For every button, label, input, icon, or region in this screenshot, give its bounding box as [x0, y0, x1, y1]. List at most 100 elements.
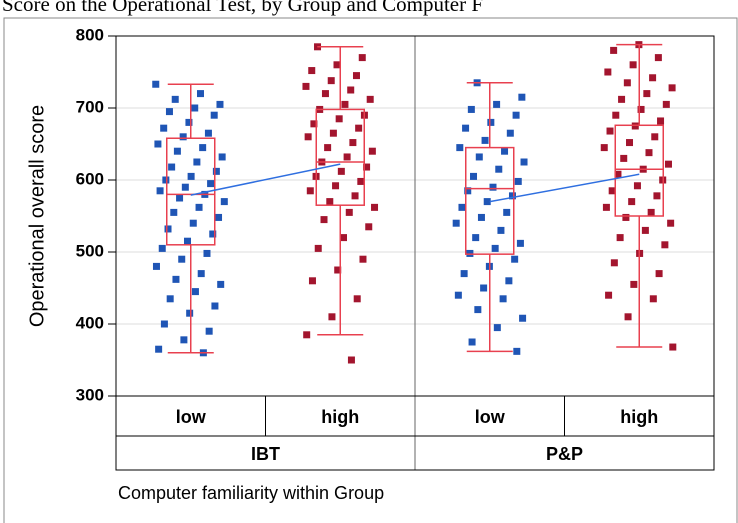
point	[513, 347, 521, 355]
point	[458, 203, 466, 211]
point	[618, 95, 626, 103]
y-tick-label: 700	[76, 97, 104, 116]
point	[503, 208, 511, 216]
point	[212, 167, 220, 175]
point	[620, 154, 628, 162]
point	[204, 129, 212, 137]
point	[371, 203, 379, 211]
point	[508, 192, 516, 200]
point	[616, 234, 624, 242]
point	[196, 90, 204, 98]
point	[633, 182, 641, 190]
point	[480, 284, 488, 292]
point	[653, 192, 661, 200]
point	[641, 226, 649, 234]
y-tick-label: 400	[76, 313, 104, 332]
point	[622, 213, 630, 221]
point	[164, 225, 172, 233]
point	[505, 277, 513, 285]
mean-line	[489, 173, 640, 203]
point	[178, 255, 186, 263]
point	[474, 306, 482, 314]
point	[606, 127, 614, 135]
x-tick-label: low	[475, 407, 506, 427]
point	[326, 198, 334, 206]
point	[628, 198, 636, 206]
point	[489, 183, 497, 191]
point	[337, 167, 345, 175]
point	[162, 176, 170, 184]
point	[664, 160, 672, 168]
point	[341, 100, 349, 108]
y-tick-label: 300	[76, 385, 104, 404]
x-tick-label: high	[620, 407, 658, 427]
point	[483, 198, 491, 206]
point	[334, 266, 342, 274]
point	[215, 213, 223, 221]
point	[154, 140, 162, 148]
point	[211, 302, 219, 310]
point	[470, 172, 478, 180]
point	[171, 95, 179, 103]
point	[600, 144, 608, 152]
box	[315, 108, 365, 206]
point	[602, 203, 610, 211]
point	[180, 336, 188, 344]
x-tick-label: high	[321, 407, 359, 427]
point	[624, 313, 632, 321]
y-axis-label: Operational overall score	[26, 105, 48, 327]
point	[209, 230, 217, 238]
point	[347, 86, 355, 94]
point	[357, 177, 365, 185]
point	[359, 255, 367, 263]
point	[520, 158, 528, 166]
point	[332, 182, 340, 190]
point	[156, 187, 164, 195]
point	[310, 120, 318, 128]
mean-line	[190, 163, 341, 196]
point	[497, 226, 505, 234]
point	[160, 320, 168, 328]
point	[191, 288, 199, 296]
point	[614, 170, 622, 178]
point	[308, 277, 316, 285]
point	[605, 291, 613, 299]
point	[303, 331, 311, 339]
point	[335, 115, 343, 123]
point	[186, 309, 194, 317]
chart-title: Score on the Operational Test, by Group …	[2, 0, 483, 16]
point	[468, 338, 476, 346]
point	[637, 105, 645, 113]
point	[604, 68, 612, 76]
point	[645, 149, 653, 157]
point	[152, 80, 160, 88]
point	[456, 144, 464, 152]
point	[152, 262, 160, 270]
y-tick-label: 800	[76, 25, 104, 44]
point	[328, 313, 336, 321]
point	[365, 223, 373, 231]
point	[355, 124, 363, 132]
point	[643, 90, 651, 98]
point	[655, 270, 663, 278]
point	[351, 192, 359, 200]
point	[216, 100, 224, 108]
point	[454, 291, 462, 299]
point	[166, 295, 174, 303]
point	[519, 314, 527, 322]
point	[320, 216, 328, 224]
point	[203, 249, 211, 257]
point	[608, 187, 616, 195]
point	[623, 79, 631, 87]
point	[610, 259, 618, 267]
x-tick-label: low	[176, 407, 207, 427]
point	[464, 187, 472, 195]
point	[477, 213, 485, 221]
point	[155, 345, 163, 353]
point	[516, 239, 524, 247]
point	[626, 139, 634, 147]
point	[630, 280, 638, 288]
point	[657, 117, 665, 125]
point	[662, 100, 670, 108]
